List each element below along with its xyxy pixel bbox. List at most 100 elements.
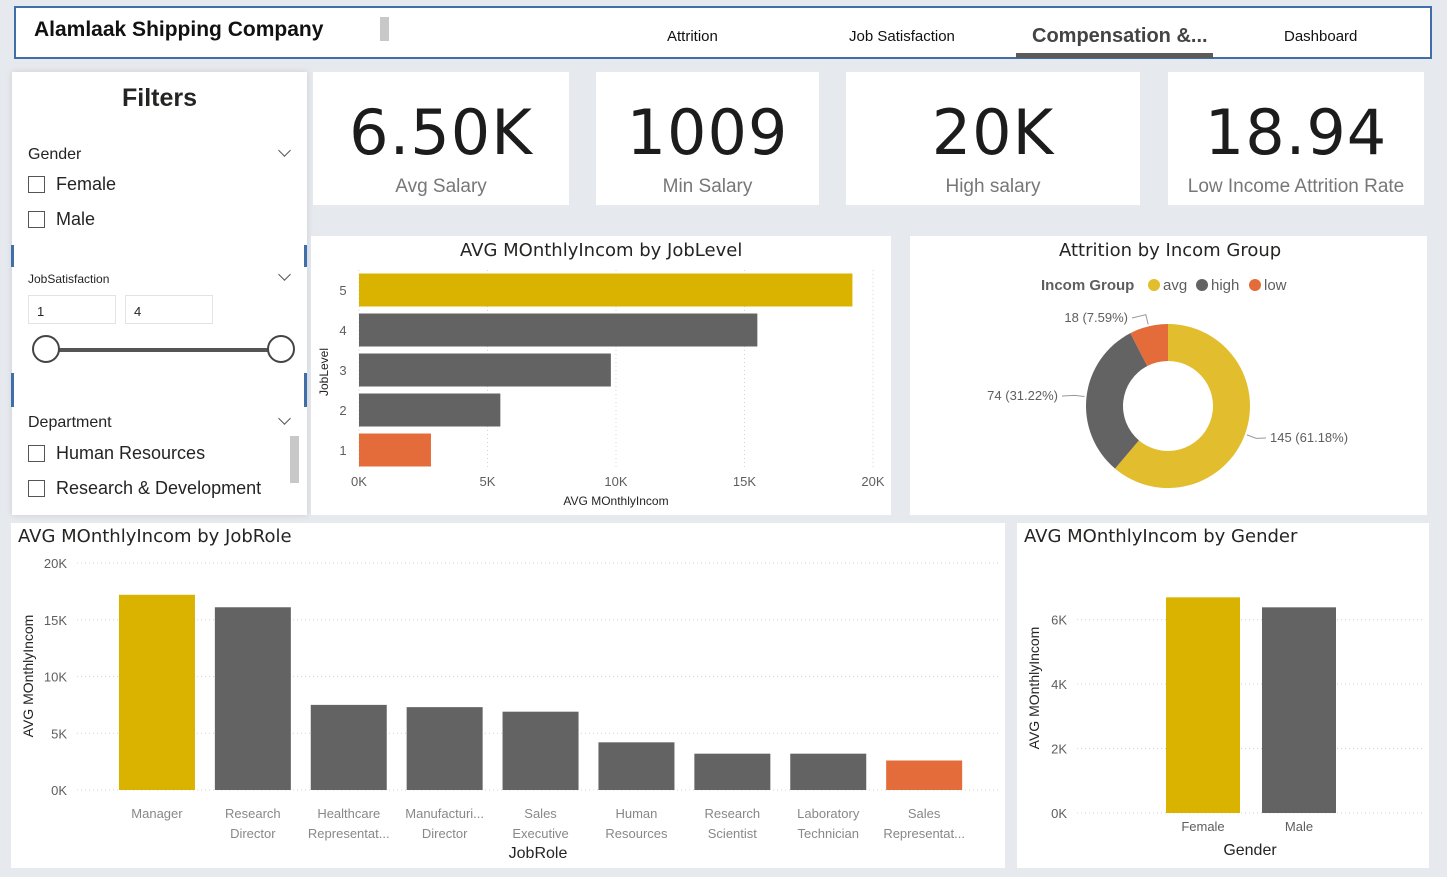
x-axis-title: Gender xyxy=(1223,842,1277,859)
y-tick-label: 3 xyxy=(339,363,346,378)
checkbox[interactable] xyxy=(28,211,45,228)
x-tick-label: 5K xyxy=(480,474,496,489)
focus-mark xyxy=(304,373,307,407)
y-tick-label: 0K xyxy=(1051,806,1067,821)
kpi-value: 18.94 xyxy=(1204,96,1388,169)
joblevel-chart-card: AVG MOnthlyIncom by JobLevel 0K 5K 10K 15K 2… xyxy=(311,236,891,515)
bar xyxy=(502,711,579,790)
checkbox[interactable] xyxy=(28,445,45,462)
y-tick-label: 15K xyxy=(44,613,67,628)
option-label: Female xyxy=(56,174,117,194)
legend-entry: low xyxy=(1264,277,1287,294)
bar xyxy=(359,393,501,427)
chevron-down-icon[interactable] xyxy=(278,412,291,425)
bar xyxy=(359,433,431,467)
chart-title: AVG MOnthlyIncom by JobLevel xyxy=(460,240,743,261)
data-label: 74 (31.22%) xyxy=(987,388,1058,403)
kpi-label: Min Salary xyxy=(662,176,753,197)
focus-mark xyxy=(11,245,14,267)
x-tick-label: Male xyxy=(1285,819,1313,834)
y-tick-label: 4 xyxy=(339,323,346,338)
bar xyxy=(886,760,963,790)
x-tick-label: Research xyxy=(225,806,281,821)
legend-marker xyxy=(1148,279,1160,291)
bar xyxy=(598,742,675,790)
jobrole-bar-chart: 20K 15K 10K 5K 0K Manager Research Director Heal… xyxy=(20,556,1001,862)
bar xyxy=(214,607,291,790)
x-tick-label: Research xyxy=(705,806,761,821)
x-tick-label: Director xyxy=(230,826,276,841)
x-tick-label: 10K xyxy=(604,474,627,489)
option-label: Male xyxy=(56,209,96,229)
leader-line xyxy=(1246,434,1267,439)
department-scrollbar[interactable] xyxy=(290,436,299,483)
checkbox[interactable] xyxy=(28,480,45,497)
tab-job-satisfaction[interactable]: Job Satisfaction xyxy=(849,28,955,45)
leader-line xyxy=(1131,314,1149,325)
income-group-chart-card: Attrition by Incom Group Incom Group avg h… xyxy=(910,236,1427,515)
x-tick-label: Scientist xyxy=(708,826,758,841)
bar xyxy=(1262,607,1336,813)
option-label: Human Resources xyxy=(56,443,206,463)
legend-marker xyxy=(1196,279,1208,291)
kpi-low-income-attrition: 18.94 Low Income Attrition Rate xyxy=(1168,72,1424,205)
range-slider-track[interactable] xyxy=(46,348,281,352)
kpi-min-salary: 1009 Min Salary xyxy=(596,72,819,205)
y-tick-label: 5K xyxy=(51,726,67,741)
y-tick-label: 5 xyxy=(339,283,346,298)
legend-title: Incom Group xyxy=(1041,277,1134,294)
tab-attrition[interactable]: Attrition xyxy=(667,28,718,45)
legend-entry: avg xyxy=(1163,277,1187,294)
donut-slice xyxy=(1115,324,1250,488)
chevron-down-icon[interactable] xyxy=(278,144,291,157)
bar xyxy=(359,353,611,387)
y-tick-label: 20K xyxy=(44,556,67,571)
y-tick-label: 2 xyxy=(339,403,346,418)
leader-line xyxy=(1061,394,1085,398)
checkbox[interactable] xyxy=(28,176,45,193)
x-tick-label: Human xyxy=(615,806,657,821)
chart-title: Attrition by Incom Group xyxy=(1059,240,1282,261)
chevron-down-icon[interactable] xyxy=(278,268,291,281)
y-tick-label: 0K xyxy=(51,783,67,798)
tab-dashboard[interactable]: Dashboard xyxy=(1284,28,1358,45)
filters-title: Filters xyxy=(121,84,198,112)
filters-panel: Filters Gender Female Male JobSatisfacti… xyxy=(12,72,307,515)
y-axis-title: AVG MOnthlyIncom xyxy=(1026,627,1042,750)
company-title: Alamlaak Shipping Company xyxy=(34,18,324,41)
legend-marker xyxy=(1249,279,1261,291)
x-axis-title: AVG MOnthlyIncom xyxy=(563,494,668,508)
bar xyxy=(359,313,758,347)
focus-mark xyxy=(11,373,14,407)
kpi-label: High salary xyxy=(945,176,1041,197)
x-tick-label: Representat... xyxy=(308,826,390,841)
x-tick-label: Female xyxy=(1181,819,1224,834)
range-max-input[interactable]: 4 xyxy=(125,295,213,324)
slider-handle-min[interactable] xyxy=(32,335,60,363)
y-tick-label: 1 xyxy=(339,443,346,458)
kpi-label: Low Income Attrition Rate xyxy=(1187,176,1405,197)
header-divider xyxy=(380,17,389,41)
x-tick-label: Laboratory xyxy=(797,806,860,821)
x-tick-label: Sales xyxy=(524,806,557,821)
y-tick-label: 2K xyxy=(1051,742,1067,757)
tab-compensation[interactable]: Compensation &... xyxy=(1032,25,1208,47)
department-slicer-label: Department xyxy=(28,414,112,431)
kpi-avg-salary: 6.50K Avg Salary xyxy=(313,72,569,205)
x-tick-label: Healthcare xyxy=(317,806,380,821)
x-tick-label: Representat... xyxy=(883,826,965,841)
income-group-donut-chart: Incom Group avg high low 145 (61.18%) 74 (31.… xyxy=(987,277,1348,488)
kpi-value: 20K xyxy=(931,96,1055,169)
kpi-value: 1009 xyxy=(626,96,789,169)
chart-title: AVG MOnthlyIncom by JobRole xyxy=(18,526,292,547)
y-axis-title: JobLevel xyxy=(317,348,331,396)
y-axis-title: AVG MOnthlyIncom xyxy=(20,615,36,738)
joblevel-bar-chart: 0K 5K 10K 15K 20K 5 4 3 2 1 AVG MOnthlyIncom JobLev… xyxy=(317,270,885,508)
bar xyxy=(359,273,853,307)
jobrole-chart-card: AVG MOnthlyIncom by JobRole 20K 15K 10K 5K 0… xyxy=(11,523,1005,868)
focus-mark xyxy=(304,245,307,267)
x-tick-label: Resources xyxy=(605,826,668,841)
range-min-input[interactable]: 1 xyxy=(28,295,116,324)
data-label: 145 (61.18%) xyxy=(1270,430,1348,445)
slider-handle-max[interactable] xyxy=(267,335,295,363)
